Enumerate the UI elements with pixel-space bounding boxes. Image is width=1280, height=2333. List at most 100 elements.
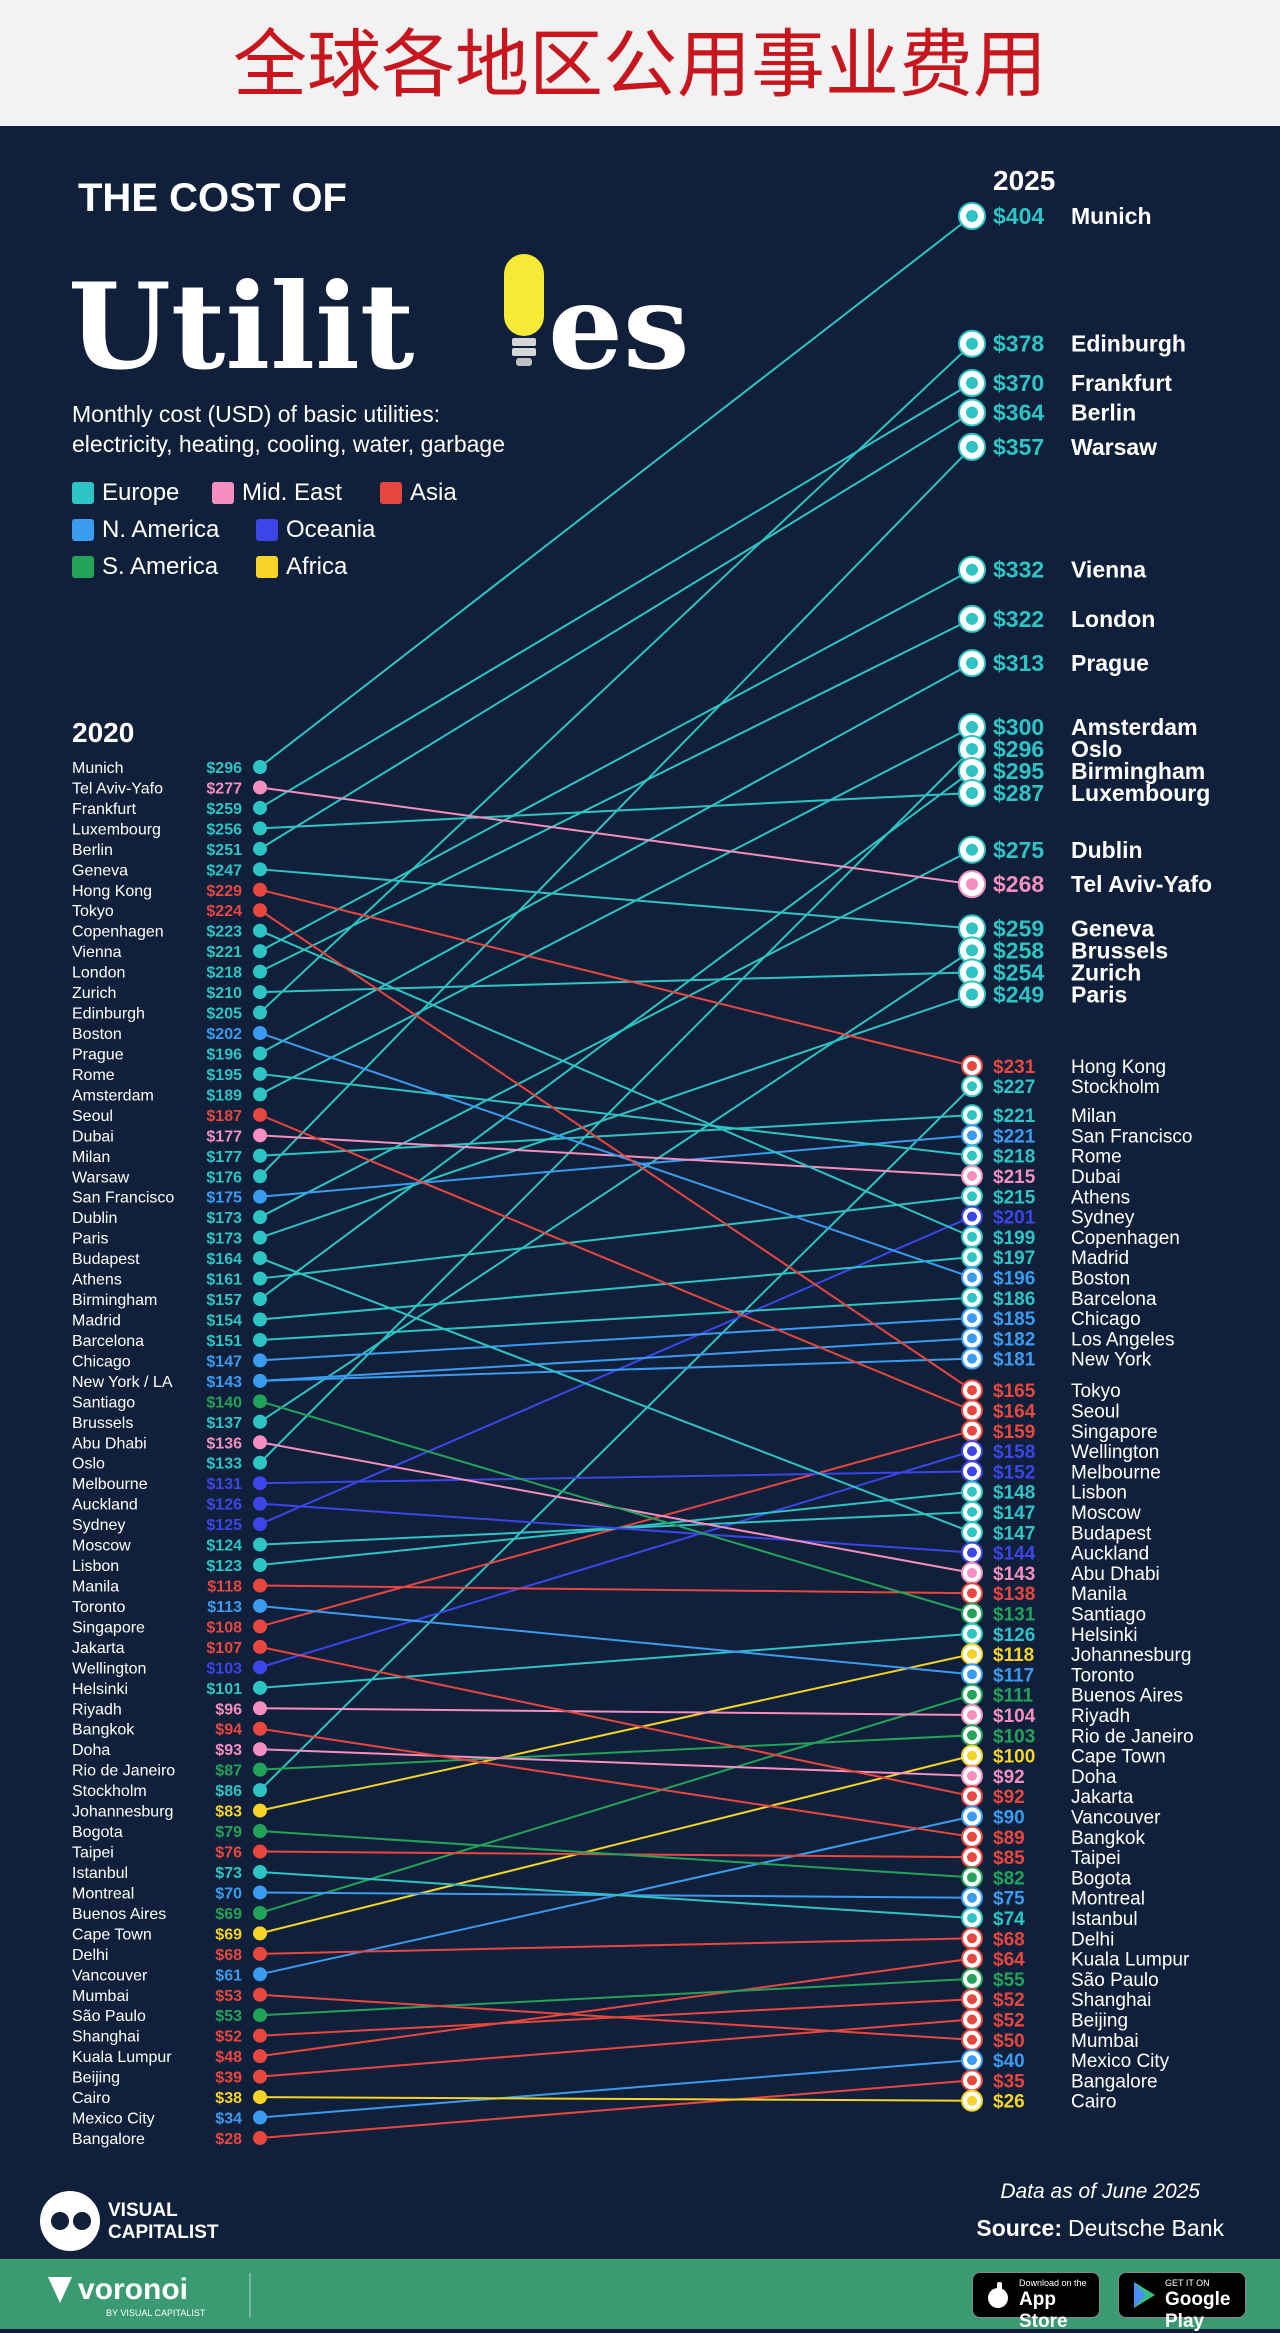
right-value-toronto: $117	[993, 1665, 1034, 1686]
right-city-prague: Prague	[1071, 650, 1149, 676]
right-city-hong-kong: Hong Kong	[1071, 1057, 1166, 1078]
voronoi-logo-icon	[48, 2277, 72, 2303]
right-city-rome: Rome	[1071, 1147, 1122, 1168]
slope-line-barcelona	[259, 1296, 973, 1341]
right-dot-warsaw	[966, 440, 978, 453]
banner: 全球各地区公用事业费用	[0, 0, 1280, 126]
left-value-zurich: $210	[206, 985, 242, 1002]
left-dot-shanghai	[253, 2028, 267, 2043]
slope-line-budapest	[259, 1257, 973, 1534]
left-dot-barcelona	[253, 1332, 267, 1347]
left-value-moscow: $124	[206, 1538, 242, 1555]
left-value-bangkok: $94	[215, 1722, 242, 1739]
left-city-birmingham: Birmingham	[72, 1292, 157, 1309]
right-value-paris: $249	[993, 981, 1044, 1007]
right-value-buenos-aires: $111	[993, 1686, 1034, 1707]
right-city-luxembourg: Luxembourg	[1071, 780, 1210, 806]
left-city-abu-dhabi: Abu Dhabi	[72, 1435, 147, 1452]
left-city-luxembourg: Luxembourg	[72, 821, 161, 838]
right-dot-toronto	[967, 1669, 977, 1680]
left-city-zurich: Zurich	[72, 985, 116, 1002]
right-dot-vancouver	[967, 1811, 977, 1822]
left-value-rome: $195	[206, 1067, 242, 1084]
left-dot-rome	[253, 1066, 267, 1081]
left-value-frankfurt: $259	[206, 801, 242, 818]
left-value-barcelona: $151	[206, 1333, 242, 1350]
left-value-paris: $173	[206, 1231, 242, 1248]
left-city-toronto: Toronto	[72, 1599, 125, 1616]
left-value-vienna: $221	[206, 944, 242, 961]
google-play-button[interactable]: GET IT ON Google Play	[1118, 2272, 1246, 2332]
left-city-oslo: Oslo	[72, 1456, 105, 1473]
google-play-icon	[1134, 2282, 1155, 2308]
left-value-budapest: $164	[206, 1251, 242, 1268]
left-value-toronto: $113	[207, 1599, 242, 1616]
slope-line-vienna	[259, 568, 973, 953]
left-value-geneva: $247	[206, 862, 242, 879]
right-city-montreal: Montreal	[1071, 1889, 1145, 1910]
left-city-lisbon: Lisbon	[72, 1558, 119, 1575]
slope-line-johannesburg	[259, 1653, 973, 1812]
left-dot-milan	[253, 1148, 267, 1163]
right-city-delhi: Delhi	[1071, 1929, 1114, 1950]
right-value-s-o-paulo: $55	[993, 1970, 1025, 1991]
left-value-chicago: $147	[206, 1353, 242, 1370]
right-value-boston: $196	[993, 1268, 1035, 1289]
slope-line-mumbai	[259, 1993, 973, 2041]
slope-line-seoul	[259, 1113, 973, 1412]
right-dot-shanghai	[967, 1994, 977, 2005]
slope-line-boston	[259, 1032, 973, 1279]
left-city-cape-town: Cape Town	[72, 1926, 152, 1943]
right-value-zurich: $254	[993, 959, 1044, 985]
slope-line-wellington	[259, 1450, 973, 1669]
left-city-tel-aviv-yafo: Tel Aviv-Yafo	[72, 780, 163, 797]
right-city-seoul: Seoul	[1071, 1402, 1120, 1423]
right-value-athens: $215	[993, 1187, 1036, 1208]
right-value-jakarta: $92	[993, 1787, 1025, 1808]
right-dot-zurich	[966, 966, 978, 979]
right-city-sydney: Sydney	[1071, 1208, 1135, 1229]
slope-line-prague	[259, 662, 973, 1055]
right-dot-oslo	[966, 742, 978, 755]
left-city-milan: Milan	[72, 1149, 110, 1166]
slope-line-melbourne	[259, 1470, 973, 1485]
app-store-button[interactable]: Download on the App Store	[972, 2272, 1100, 2332]
right-city-mexico-city: Mexico City	[1071, 2051, 1170, 2072]
right-dot-moscow	[967, 1507, 977, 1518]
slope-line-amsterdam	[259, 726, 973, 1096]
left-dot-riyadh	[253, 1701, 267, 1716]
left-dot-seoul	[253, 1107, 267, 1122]
left-value-istanbul: $73	[215, 1865, 242, 1882]
left-dot-vancouver	[253, 1967, 267, 1982]
right-dot-buenos-aires	[967, 1689, 977, 1700]
right-dot-montreal	[967, 1892, 977, 1903]
left-city-paris: Paris	[72, 1231, 108, 1248]
right-dot-cape-town	[967, 1750, 977, 1761]
left-dot-doha	[253, 1742, 267, 1757]
left-city-sydney: Sydney	[72, 1517, 125, 1534]
left-dot-birmingham	[253, 1292, 267, 1307]
left-dot-zurich	[253, 985, 267, 1000]
left-value-melbourne: $131	[206, 1476, 242, 1493]
right-dot-abu-dhabi	[967, 1567, 977, 1578]
subtitle-line1: Monthly cost (USD) of basic utilities:	[72, 401, 440, 427]
right-city-moscow: Moscow	[1071, 1503, 1141, 1524]
right-city-bangkok: Bangkok	[1071, 1828, 1145, 1849]
legend: Europe Mid. East Asia N. America Oceania S. A…	[72, 479, 457, 580]
left-dot-amsterdam	[253, 1087, 267, 1102]
visual-capitalist-logo-icon	[40, 2191, 100, 2251]
slope-line-buenos-aires	[259, 1693, 973, 1914]
left-dot-vienna	[253, 944, 267, 959]
header-title-left: Utilit	[68, 257, 414, 396]
left-dot-budapest	[253, 1251, 267, 1266]
slope-line-munich	[259, 215, 973, 768]
left-city-buenos-aires: Buenos Aires	[72, 1906, 166, 1923]
left-value-boston: $202	[206, 1026, 242, 1043]
left-value-sydney: $125	[206, 1517, 242, 1534]
left-value-dubai: $177	[206, 1128, 242, 1145]
right-city-beijing: Beijing	[1071, 2011, 1128, 2032]
right-city-warsaw: Warsaw	[1071, 434, 1157, 460]
left-value-s-o-paulo: $53	[215, 2008, 242, 2025]
right-dot-birmingham	[966, 764, 978, 777]
left-dot-paris	[253, 1230, 267, 1245]
